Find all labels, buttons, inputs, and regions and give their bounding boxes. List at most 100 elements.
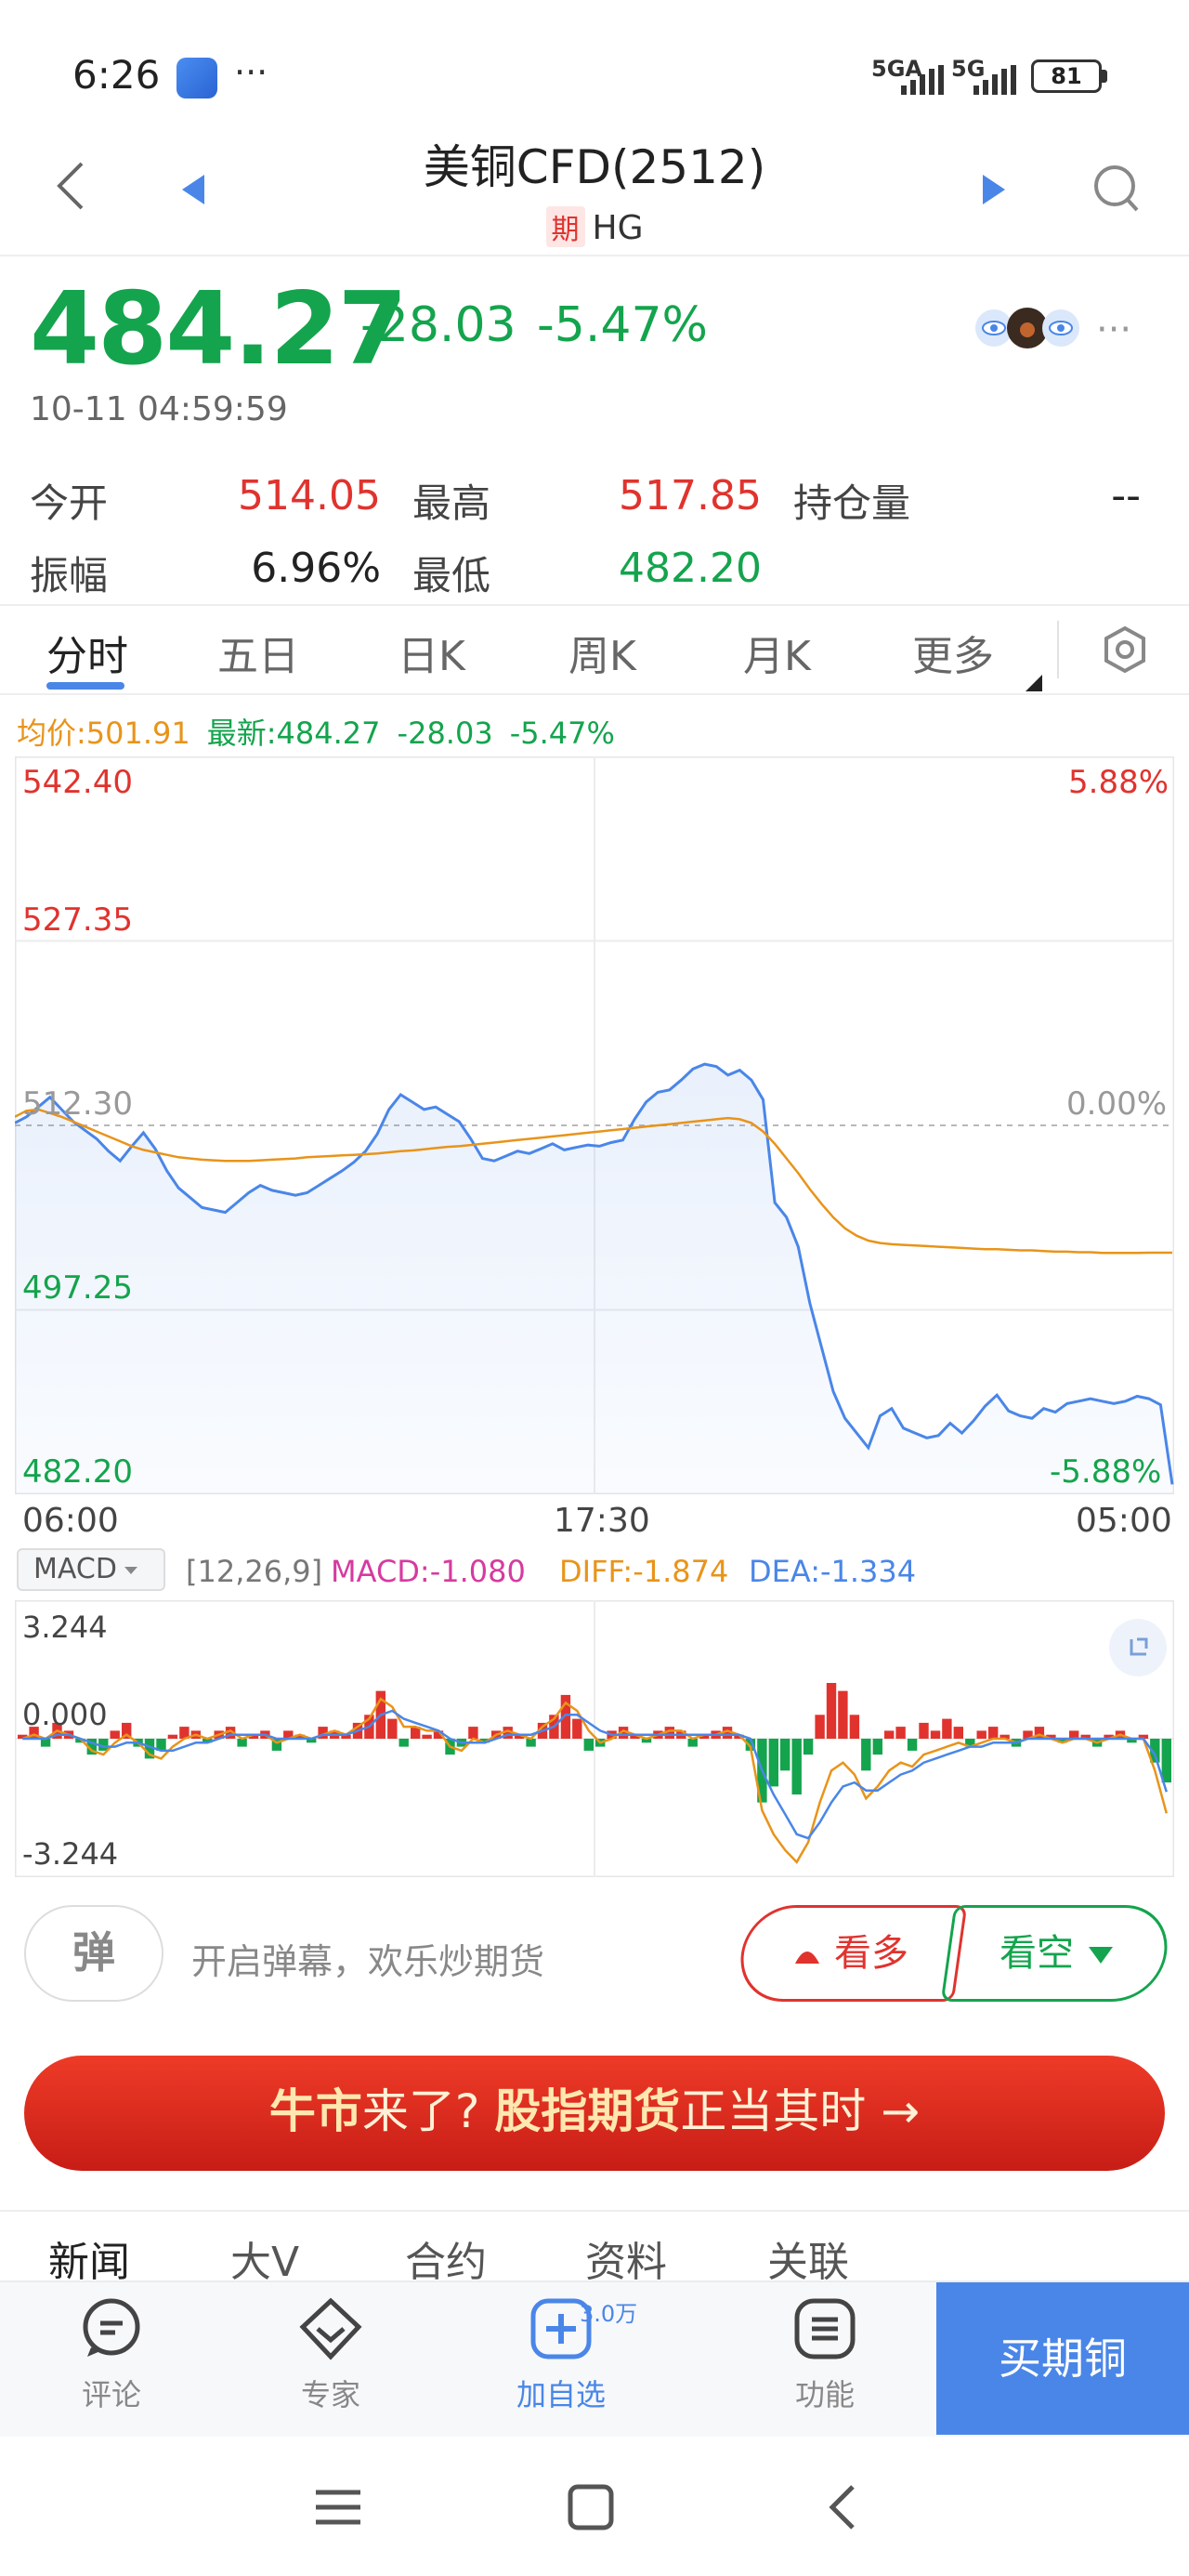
tab-news[interactable]: 新闻	[48, 2239, 130, 2286]
tabs-divider	[0, 693, 1189, 695]
header-divider	[0, 255, 1189, 256]
avg-price-line	[15, 1108, 1172, 1255]
macd-bar	[907, 1739, 918, 1751]
macd-bar	[618, 1727, 629, 1739]
y-tick-min: 482.20	[22, 1453, 133, 1491]
back-nav-icon[interactable]	[814, 2477, 873, 2537]
chart-marks	[15, 1062, 1174, 1494]
watch-count: 3.0万	[580, 2301, 638, 2327]
bearish-button[interactable]: 看空	[940, 1905, 1174, 2002]
expert-label: 专家	[300, 2377, 360, 2412]
back-icon[interactable]	[52, 158, 89, 214]
macd-marks	[18, 1683, 1171, 1864]
stats-divider	[0, 604, 1189, 606]
dea-value: DEA:-1.334	[749, 1554, 917, 1589]
comment-button[interactable]: 评论	[37, 2295, 186, 2414]
prev-contract-icon[interactable]	[178, 171, 206, 208]
tab-more[interactable]: 更多	[912, 633, 994, 680]
add-watchlist-button[interactable]: 加自选	[487, 2295, 635, 2414]
macd-bar	[341, 1734, 351, 1739]
macd-bar	[826, 1683, 837, 1739]
bullish-button[interactable]: 看多	[734, 1905, 968, 2002]
open-interest-label: 持仓量	[793, 480, 911, 526]
home-nav-icon[interactable]	[561, 2477, 621, 2537]
y-pct-min: -5.88%	[1050, 1453, 1162, 1491]
tab-contract[interactable]: 合约	[405, 2239, 487, 2286]
macd-bar	[838, 1690, 848, 1739]
tab-intraday[interactable]: 分时	[46, 633, 128, 680]
more-notifications-icon: ···	[234, 52, 268, 93]
tab-5day[interactable]: 五日	[217, 633, 299, 680]
more-corner-icon	[1026, 675, 1042, 691]
tab-daily-k[interactable]: 日K	[398, 633, 465, 680]
chevron-down-icon	[124, 1566, 137, 1574]
tab-info[interactable]: 资料	[585, 2239, 667, 2286]
macd-bar	[965, 1739, 975, 1747]
symbol-code: HG	[592, 209, 644, 247]
watcher-avatars-icon[interactable]	[973, 305, 1085, 351]
x-tick-start: 06:00	[22, 1502, 119, 1540]
macd-bar	[572, 1718, 582, 1739]
tab-bigv[interactable]: 大V	[230, 2239, 300, 2286]
macd-bar	[98, 1739, 109, 1751]
diff-line	[21, 1697, 1169, 1864]
diff-value: DIFF:-1.874	[559, 1554, 729, 1589]
indicator-select[interactable]: MACD	[17, 1548, 165, 1591]
open-label: 今开	[30, 480, 109, 526]
intraday-chart[interactable]	[15, 756, 1174, 1494]
macd-bar	[803, 1739, 814, 1755]
tab-monthly-k[interactable]: 月K	[743, 633, 811, 680]
menu-nav-icon[interactable]	[308, 2477, 368, 2537]
macd-bar	[503, 1727, 513, 1739]
macd-bar	[294, 1734, 305, 1739]
macd-value: MACD:-1.080	[331, 1554, 526, 1589]
macd-bar	[1127, 1739, 1137, 1743]
price-line	[15, 1062, 1174, 1485]
macd-bar	[422, 1734, 432, 1739]
tab-related[interactable]: 关联	[767, 2239, 849, 2286]
search-icon[interactable]	[1091, 160, 1143, 216]
macd-bar	[1023, 1730, 1033, 1739]
macd-y-min: -3.244	[22, 1836, 119, 1872]
macd-bar	[18, 1734, 28, 1739]
page-title: 美铜CFD(2512)	[423, 140, 766, 194]
chart-settings-icon[interactable]	[1100, 624, 1150, 675]
macd-bar	[1138, 1734, 1149, 1739]
buy-button[interactable]: 买期铜	[936, 2282, 1189, 2435]
comment-icon	[83, 2298, 140, 2357]
macd-bar	[861, 1739, 871, 1771]
expand-icon[interactable]	[1109, 1619, 1167, 1676]
macd-y-zero: 0.000	[22, 1697, 108, 1732]
signal-icon-1	[901, 65, 944, 95]
tab-weekly-k[interactable]: 周K	[568, 633, 636, 680]
expert-button[interactable]: 专家	[256, 2295, 405, 2414]
legend-change-pct: -5.47%	[509, 716, 615, 751]
macd-chart[interactable]	[15, 1600, 1174, 1877]
macd-bar	[1034, 1727, 1045, 1739]
banner-text-1: 牛市	[268, 2084, 362, 2138]
next-contract-icon[interactable]	[981, 171, 1009, 208]
danmu-hint[interactable]: 开启弹幕，欢乐炒期货	[191, 1941, 545, 1982]
legend-avg-price: 均价:501.91	[17, 716, 190, 751]
more-options-icon[interactable]: ···	[1096, 309, 1132, 351]
macd-bar	[399, 1739, 409, 1747]
contract-subtitle: 期 HG	[0, 206, 1189, 247]
danmu-toggle-button[interactable]: 弹	[24, 1905, 163, 2002]
function-label: 功能	[794, 2377, 855, 2412]
macd-bar	[872, 1739, 882, 1755]
function-button[interactable]: 功能	[751, 2295, 899, 2414]
comment-label: 评论	[81, 2377, 141, 2412]
macd-bar	[1104, 1734, 1114, 1739]
macd-bar	[468, 1727, 478, 1739]
macd-bar	[930, 1730, 941, 1739]
macd-bar	[583, 1739, 594, 1751]
macd-bar	[1150, 1739, 1160, 1763]
macd-bar	[1046, 1734, 1056, 1739]
macd-bar	[942, 1718, 952, 1739]
macd-bar	[745, 1739, 756, 1751]
macd-bar	[144, 1739, 155, 1759]
system-nav-bar	[0, 2437, 1189, 2576]
promo-banner[interactable]: 牛市来了? 股指期货正当其时 →	[24, 2056, 1165, 2171]
x-tick-mid: 17:30	[554, 1502, 650, 1540]
macd-bar	[433, 1730, 444, 1739]
